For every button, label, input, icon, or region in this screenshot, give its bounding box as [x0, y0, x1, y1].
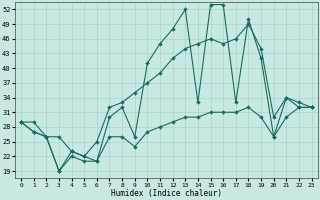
- X-axis label: Humidex (Indice chaleur): Humidex (Indice chaleur): [111, 189, 222, 198]
